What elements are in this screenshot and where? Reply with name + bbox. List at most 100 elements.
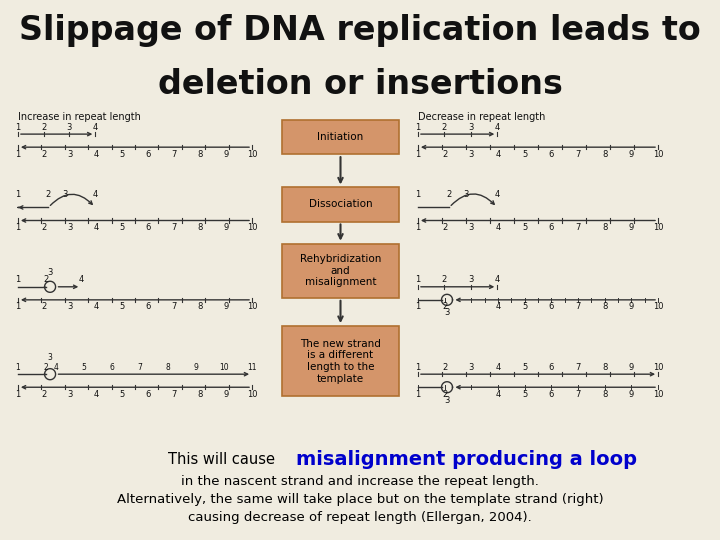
Text: 1: 1 xyxy=(16,363,20,372)
Text: 10: 10 xyxy=(247,223,257,232)
Text: 2: 2 xyxy=(43,275,49,284)
Text: 9: 9 xyxy=(194,363,198,372)
Text: misalignment producing a loop: misalignment producing a loop xyxy=(296,450,637,469)
Text: 7: 7 xyxy=(575,302,581,312)
Text: 9: 9 xyxy=(223,223,229,232)
Text: 5: 5 xyxy=(522,390,527,399)
Text: 3: 3 xyxy=(463,191,469,199)
Text: 2: 2 xyxy=(442,275,447,284)
Text: 10: 10 xyxy=(247,390,257,399)
FancyBboxPatch shape xyxy=(282,326,399,396)
Text: 8: 8 xyxy=(602,150,608,159)
Text: 10: 10 xyxy=(653,223,663,232)
Text: 1: 1 xyxy=(15,275,21,284)
Text: 8: 8 xyxy=(197,390,203,399)
Text: 8: 8 xyxy=(197,223,203,232)
Text: 3: 3 xyxy=(67,223,73,232)
Text: 4: 4 xyxy=(93,191,98,199)
Text: 1: 1 xyxy=(415,302,420,312)
Text: 1: 1 xyxy=(15,223,21,232)
Text: 8: 8 xyxy=(197,150,203,159)
Text: 3: 3 xyxy=(67,390,73,399)
Text: Rehybridization
and
misalignment: Rehybridization and misalignment xyxy=(300,254,381,287)
Text: 10: 10 xyxy=(653,302,663,312)
Text: deletion or insertions: deletion or insertions xyxy=(158,68,562,100)
Text: 4: 4 xyxy=(495,223,500,232)
Text: Alternatively, the same will take place but on the template strand (right): Alternatively, the same will take place … xyxy=(117,494,603,507)
Text: 4: 4 xyxy=(495,275,500,284)
Text: 4: 4 xyxy=(78,275,84,284)
Text: 3: 3 xyxy=(469,223,474,232)
Text: 5: 5 xyxy=(120,302,125,312)
Text: 6: 6 xyxy=(145,390,150,399)
Text: 4: 4 xyxy=(495,302,500,312)
Text: 1: 1 xyxy=(15,150,21,159)
Text: This will cause: This will cause xyxy=(168,453,279,467)
Text: 2: 2 xyxy=(442,390,447,399)
Text: Initiation: Initiation xyxy=(318,132,364,142)
Text: 3: 3 xyxy=(444,396,450,405)
Text: 9: 9 xyxy=(629,302,634,312)
Text: 4: 4 xyxy=(495,150,500,159)
Text: 1: 1 xyxy=(415,223,420,232)
Text: 1: 1 xyxy=(415,390,420,399)
Text: 9: 9 xyxy=(629,150,634,159)
Text: 8: 8 xyxy=(197,302,203,312)
Text: 4: 4 xyxy=(495,191,500,199)
Text: 7: 7 xyxy=(171,302,176,312)
Text: 5: 5 xyxy=(120,390,125,399)
Text: 6: 6 xyxy=(549,302,554,312)
Text: 2: 2 xyxy=(41,223,47,232)
Text: 1: 1 xyxy=(15,191,21,199)
Text: 4: 4 xyxy=(94,223,99,232)
Text: 4: 4 xyxy=(94,150,99,159)
Text: 5: 5 xyxy=(522,223,527,232)
Text: 6: 6 xyxy=(549,223,554,232)
Text: 9: 9 xyxy=(629,363,634,372)
Text: in the nascent strand and increase the repeat length.: in the nascent strand and increase the r… xyxy=(181,475,539,488)
Text: 11: 11 xyxy=(247,363,257,372)
Text: 10: 10 xyxy=(653,150,663,159)
Text: 2: 2 xyxy=(446,191,452,199)
Text: 8: 8 xyxy=(602,302,608,312)
Text: 1: 1 xyxy=(415,363,420,372)
Text: 1: 1 xyxy=(415,123,420,132)
Text: 4: 4 xyxy=(53,363,58,372)
Text: Slippage of DNA replication leads to: Slippage of DNA replication leads to xyxy=(19,15,701,48)
Text: 7: 7 xyxy=(171,223,176,232)
Text: 9: 9 xyxy=(629,390,634,399)
Text: 5: 5 xyxy=(120,150,125,159)
Text: 6: 6 xyxy=(145,150,150,159)
Text: 5: 5 xyxy=(522,302,527,312)
Text: 10: 10 xyxy=(247,302,257,312)
Text: 2: 2 xyxy=(442,223,447,232)
Text: Dissociation: Dissociation xyxy=(309,199,372,210)
Text: 1: 1 xyxy=(15,302,21,312)
Text: 1: 1 xyxy=(15,390,21,399)
Text: 5: 5 xyxy=(522,150,527,159)
Text: 3: 3 xyxy=(67,123,72,132)
Text: 7: 7 xyxy=(575,390,581,399)
Text: 3: 3 xyxy=(48,268,53,276)
Text: 6: 6 xyxy=(109,363,114,372)
Text: 3: 3 xyxy=(469,363,474,372)
Text: 6: 6 xyxy=(549,363,554,372)
Text: 3: 3 xyxy=(48,353,53,362)
Text: 2: 2 xyxy=(442,150,447,159)
Text: 4: 4 xyxy=(94,390,99,399)
Text: 2: 2 xyxy=(46,191,51,199)
Text: 2: 2 xyxy=(41,123,46,132)
Text: 10: 10 xyxy=(219,363,229,372)
Text: 1: 1 xyxy=(415,191,420,199)
Text: 8: 8 xyxy=(602,363,608,372)
Text: 4: 4 xyxy=(495,123,500,132)
Text: 3: 3 xyxy=(62,191,68,199)
Text: 7: 7 xyxy=(575,363,581,372)
Text: 7: 7 xyxy=(575,223,581,232)
Text: 3: 3 xyxy=(67,302,73,312)
Text: 2: 2 xyxy=(442,363,447,372)
Text: causing decrease of repeat length (Ellergan, 2004).: causing decrease of repeat length (Eller… xyxy=(188,511,532,524)
Text: Increase in repeat length: Increase in repeat length xyxy=(18,112,141,122)
Text: 8: 8 xyxy=(602,223,608,232)
Text: 9: 9 xyxy=(629,223,634,232)
